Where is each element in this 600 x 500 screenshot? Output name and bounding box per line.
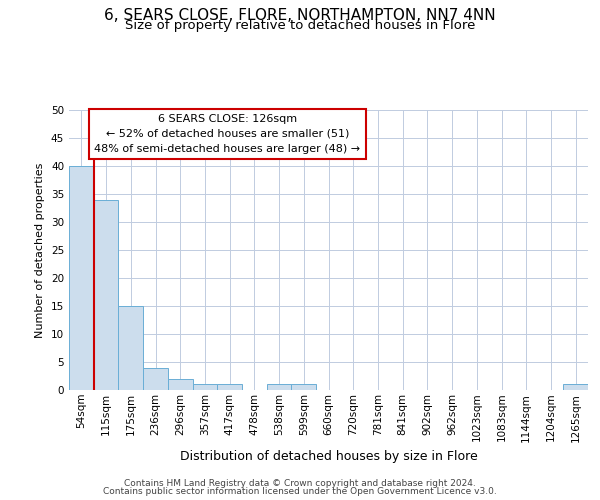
Bar	[217, 384, 242, 390]
Bar	[143, 368, 168, 390]
Text: Contains public sector information licensed under the Open Government Licence v3: Contains public sector information licen…	[103, 487, 497, 496]
Y-axis label: Number of detached properties: Number of detached properties	[35, 162, 46, 338]
Text: 6, SEARS CLOSE, FLORE, NORTHAMPTON, NN7 4NN: 6, SEARS CLOSE, FLORE, NORTHAMPTON, NN7 …	[104, 8, 496, 22]
Bar	[94, 200, 118, 390]
X-axis label: Distribution of detached houses by size in Flore: Distribution of detached houses by size …	[179, 450, 478, 463]
Bar	[563, 384, 588, 390]
Bar	[168, 379, 193, 390]
Text: Size of property relative to detached houses in Flore: Size of property relative to detached ho…	[125, 18, 475, 32]
Text: 6 SEARS CLOSE: 126sqm
← 52% of detached houses are smaller (51)
48% of semi-deta: 6 SEARS CLOSE: 126sqm ← 52% of detached …	[94, 114, 361, 154]
Bar	[267, 384, 292, 390]
Bar	[193, 384, 217, 390]
Bar	[69, 166, 94, 390]
Bar	[118, 306, 143, 390]
Bar	[292, 384, 316, 390]
Text: Contains HM Land Registry data © Crown copyright and database right 2024.: Contains HM Land Registry data © Crown c…	[124, 478, 476, 488]
